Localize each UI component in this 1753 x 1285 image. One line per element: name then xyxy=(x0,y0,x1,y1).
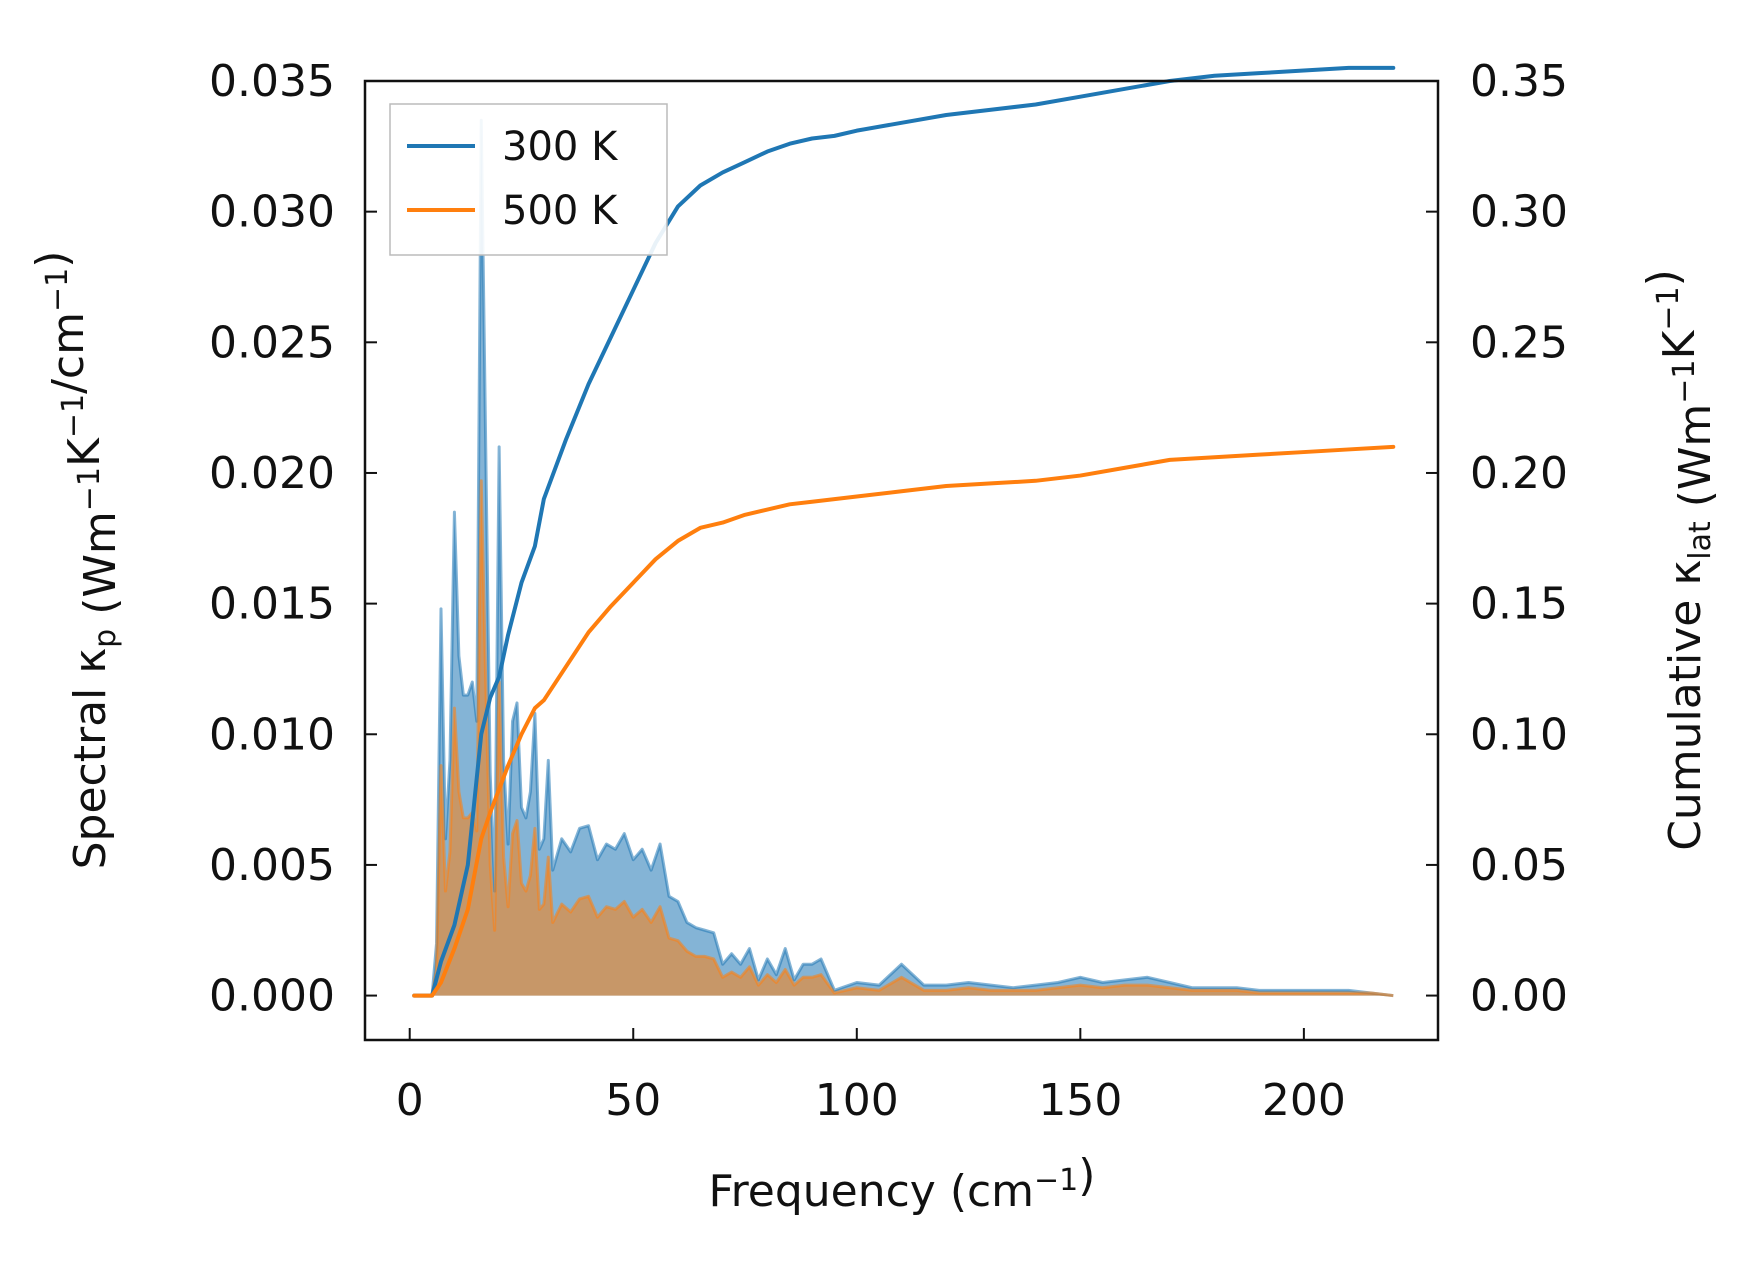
y-left-tick-label: 0.010 xyxy=(209,709,335,760)
x-tick-label: 200 xyxy=(1262,1075,1346,1126)
spectral-500k-line xyxy=(414,479,1394,998)
axis-title-segment: Spectral κ xyxy=(65,648,116,870)
legend: 300 K 500 K xyxy=(389,103,668,256)
axis-title-superscript: −1 xyxy=(1667,359,1702,403)
axis-title-superscript: −1 xyxy=(40,268,75,312)
y-left-tick-label: 0.000 xyxy=(209,971,335,1022)
plot-layer xyxy=(412,65,1396,998)
y-right-tick-label: 0.35 xyxy=(1470,56,1568,107)
axes-layer: 0 50 100 150 200 0.000 0.005 0.010 0.015 0.020 0.0… xyxy=(27,56,1721,1217)
axis-title-subscript: p xyxy=(88,629,123,648)
legend-box xyxy=(389,103,668,256)
axis-title-segment: Cumulative κ xyxy=(1660,560,1711,851)
y-right-tick-label: 0.20 xyxy=(1470,448,1568,499)
axis-title-segment: (Wm xyxy=(75,511,126,629)
y-right-tick-label: 0.10 xyxy=(1470,709,1568,760)
x-tick-label: 100 xyxy=(815,1075,899,1126)
axis-title-superscript: −1 xyxy=(56,394,91,438)
axis-title-superscript: −1 xyxy=(1034,1163,1078,1198)
axis-title-segment: (Wm xyxy=(1670,404,1721,522)
y-left-tick-label: 0.005 xyxy=(209,840,335,891)
axis-title-segment: /cm xyxy=(43,312,94,394)
axis-title-segment: ) xyxy=(1638,269,1689,286)
axis-title-segment: Frequency (cm xyxy=(709,1166,1035,1217)
x-tick-label: 0 xyxy=(396,1075,424,1126)
y-right-tick-label: 0.00 xyxy=(1470,971,1568,1022)
legend-label-500k: 500 K xyxy=(502,188,619,234)
cumulative-300k-line xyxy=(412,65,1396,998)
x-tick-label: 50 xyxy=(605,1075,661,1126)
axis-title-segment: ) xyxy=(27,251,78,268)
y-left-tick-label: 0.030 xyxy=(209,187,335,238)
axis-title-superscript: −1 xyxy=(72,467,107,511)
spectral-300k-line xyxy=(414,118,1394,998)
spectral-500k-area xyxy=(414,480,1394,996)
y-right-tick-label: 0.15 xyxy=(1470,579,1568,630)
y-left-tick-label: 0.015 xyxy=(209,579,335,630)
y-right-tick-label: 0.30 xyxy=(1470,187,1568,238)
axis-title-superscript: −1 xyxy=(1651,286,1686,330)
y-left-tick-label: 0.025 xyxy=(209,317,335,368)
y-left-tick-label: 0.035 xyxy=(209,56,335,107)
axis-title: Spectral κp (Wm−1K−1/cm−1) xyxy=(27,251,126,870)
axis-title: Cumulative κlat (Wm−1K−1) xyxy=(1638,269,1721,851)
y-left-tick-label: 0.020 xyxy=(209,448,335,499)
axis-title-segment: K xyxy=(59,437,110,467)
axis-title-subscript: lat xyxy=(1683,521,1718,560)
axis-title-segment: ) xyxy=(1078,1150,1095,1201)
axis-title: Frequency (cm−1) xyxy=(709,1150,1096,1217)
plot-frame xyxy=(363,79,1440,1042)
legend-label-300k: 300 K xyxy=(502,124,619,170)
x-tick-label: 150 xyxy=(1038,1075,1122,1126)
y-right-tick-label: 0.25 xyxy=(1470,317,1568,368)
y-right-tick-label: 0.05 xyxy=(1470,840,1568,891)
axis-title-segment: K xyxy=(1654,329,1705,359)
cumulative-500k-line xyxy=(412,444,1396,998)
